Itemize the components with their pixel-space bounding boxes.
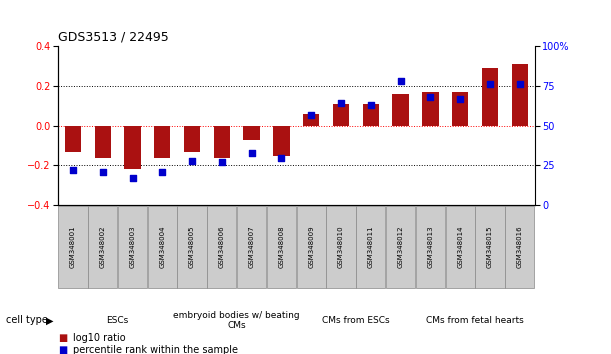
Text: GSM348013: GSM348013 [427,225,433,268]
FancyBboxPatch shape [356,206,386,288]
Point [187,158,197,164]
Text: GSM348009: GSM348009 [308,225,314,268]
Bar [243,126,260,139]
Bar [214,126,230,158]
Text: GSM348010: GSM348010 [338,225,344,268]
Bar [124,126,141,170]
Text: GSM348007: GSM348007 [249,225,255,268]
Text: GSM348002: GSM348002 [100,225,106,268]
Text: embryoid bodies w/ beating
CMs: embryoid bodies w/ beating CMs [174,311,300,330]
Text: ▶: ▶ [46,315,53,325]
FancyBboxPatch shape [237,206,266,288]
Text: GSM348006: GSM348006 [219,225,225,268]
Text: GSM348012: GSM348012 [398,225,404,268]
Bar [273,126,290,155]
Point [98,169,108,175]
FancyBboxPatch shape [445,206,475,288]
Point [68,167,78,173]
Point [247,150,257,155]
Text: ■: ■ [58,333,67,343]
Point [515,81,525,87]
FancyBboxPatch shape [88,206,117,288]
Bar [184,126,200,152]
Bar [154,126,170,158]
Text: percentile rank within the sample: percentile rank within the sample [73,346,238,354]
Bar [511,64,528,126]
Bar [422,92,439,126]
Text: log10 ratio: log10 ratio [73,333,126,343]
FancyBboxPatch shape [207,206,236,288]
Text: GSM348001: GSM348001 [70,225,76,268]
Point [158,169,167,175]
Bar [303,114,320,126]
Text: CMs from ESCs: CMs from ESCs [322,316,390,325]
Bar [65,126,81,152]
FancyBboxPatch shape [475,206,505,288]
Text: CMs from fetal hearts: CMs from fetal hearts [426,316,524,325]
FancyBboxPatch shape [118,206,147,288]
Text: ■: ■ [58,346,67,354]
FancyBboxPatch shape [148,206,177,288]
Point [396,78,406,84]
FancyBboxPatch shape [415,206,445,288]
Point [217,159,227,165]
FancyBboxPatch shape [505,206,535,288]
FancyBboxPatch shape [177,206,207,288]
Text: GSM348003: GSM348003 [130,225,136,268]
FancyBboxPatch shape [386,206,415,288]
Point [306,112,316,117]
Point [425,94,435,100]
Text: ESCs: ESCs [106,316,129,325]
Bar [392,94,409,126]
Point [336,101,346,106]
Text: GSM348016: GSM348016 [517,225,523,268]
Bar [452,92,469,126]
Text: GSM348008: GSM348008 [279,225,285,268]
Point [366,102,376,108]
FancyBboxPatch shape [296,206,326,288]
Text: GSM348004: GSM348004 [159,225,166,268]
Bar [481,68,498,126]
Point [455,96,465,101]
Point [485,81,495,87]
Bar [95,126,111,158]
Text: GSM348005: GSM348005 [189,225,195,268]
Text: GSM348015: GSM348015 [487,225,493,268]
Text: GSM348011: GSM348011 [368,225,374,268]
Text: GSM348014: GSM348014 [457,225,463,268]
FancyBboxPatch shape [58,206,87,288]
Text: GDS3513 / 22495: GDS3513 / 22495 [58,30,169,44]
Point [277,155,287,160]
Bar [362,104,379,126]
Bar [333,104,349,126]
Point [128,175,137,181]
Text: cell type: cell type [6,315,48,325]
FancyBboxPatch shape [326,206,356,288]
FancyBboxPatch shape [267,206,296,288]
